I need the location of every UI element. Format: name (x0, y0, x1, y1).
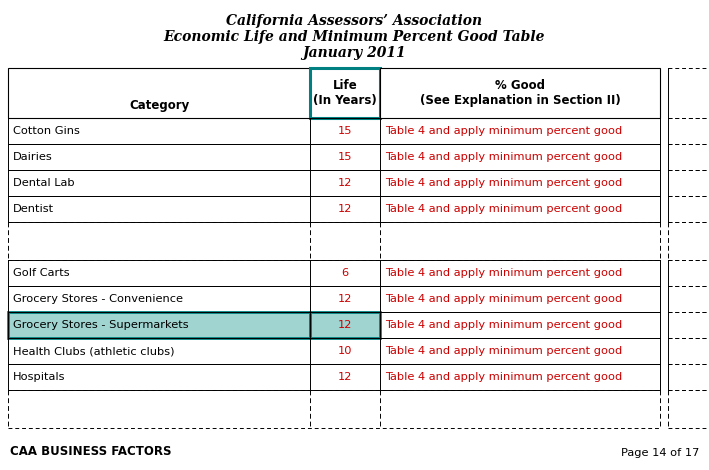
Text: Golf Carts: Golf Carts (13, 268, 69, 278)
Text: Table 4 and apply minimum percent good: Table 4 and apply minimum percent good (385, 204, 623, 214)
Bar (310, 68, 380, 118)
Text: % Good
(See Explanation in Section II): % Good (See Explanation in Section II) (420, 79, 620, 107)
Text: Table 4 and apply minimum percent good: Table 4 and apply minimum percent good (385, 268, 623, 278)
Text: CAA BUSINESS FACTORS: CAA BUSINESS FACTORS (10, 445, 172, 458)
Text: California Assessors’ Association: California Assessors’ Association (226, 14, 483, 28)
Text: 12: 12 (337, 372, 352, 382)
Text: Table 4 and apply minimum percent good: Table 4 and apply minimum percent good (385, 372, 623, 382)
Text: Table 4 and apply minimum percent good: Table 4 and apply minimum percent good (385, 320, 623, 330)
Text: Dentist: Dentist (13, 204, 54, 214)
Text: 12: 12 (337, 294, 352, 304)
Text: 12: 12 (337, 320, 352, 330)
Text: Dental Lab: Dental Lab (13, 178, 74, 188)
Text: Page 14 of 17: Page 14 of 17 (620, 448, 699, 458)
Bar (8, 312, 310, 338)
Text: 6: 6 (342, 268, 349, 278)
Text: Table 4 and apply minimum percent good: Table 4 and apply minimum percent good (385, 178, 623, 188)
Text: January 2011: January 2011 (303, 46, 406, 60)
Text: 15: 15 (337, 126, 352, 136)
Text: 15: 15 (337, 152, 352, 162)
Bar (310, 312, 380, 338)
Text: Hospitals: Hospitals (13, 372, 65, 382)
Text: Category: Category (129, 99, 189, 112)
Text: Table 4 and apply minimum percent good: Table 4 and apply minimum percent good (385, 294, 623, 304)
Text: Grocery Stores - Supermarkets: Grocery Stores - Supermarkets (13, 320, 189, 330)
Text: Dairies: Dairies (13, 152, 52, 162)
Bar (380, 68, 660, 118)
Text: Life
(In Years): Life (In Years) (313, 79, 377, 107)
Bar (8, 312, 380, 338)
Text: Table 4 and apply minimum percent good: Table 4 and apply minimum percent good (385, 126, 623, 136)
Text: Cotton Gins: Cotton Gins (13, 126, 80, 136)
Text: 12: 12 (337, 178, 352, 188)
Text: Economic Life and Minimum Percent Good Table: Economic Life and Minimum Percent Good T… (164, 30, 545, 44)
Bar (8, 68, 310, 118)
Text: 10: 10 (337, 346, 352, 356)
Text: 12: 12 (337, 204, 352, 214)
Text: Health Clubs (athletic clubs): Health Clubs (athletic clubs) (13, 346, 174, 356)
Text: Table 4 and apply minimum percent good: Table 4 and apply minimum percent good (385, 346, 623, 356)
Text: Table 4 and apply minimum percent good: Table 4 and apply minimum percent good (385, 152, 623, 162)
Text: Grocery Stores - Convenience: Grocery Stores - Convenience (13, 294, 183, 304)
